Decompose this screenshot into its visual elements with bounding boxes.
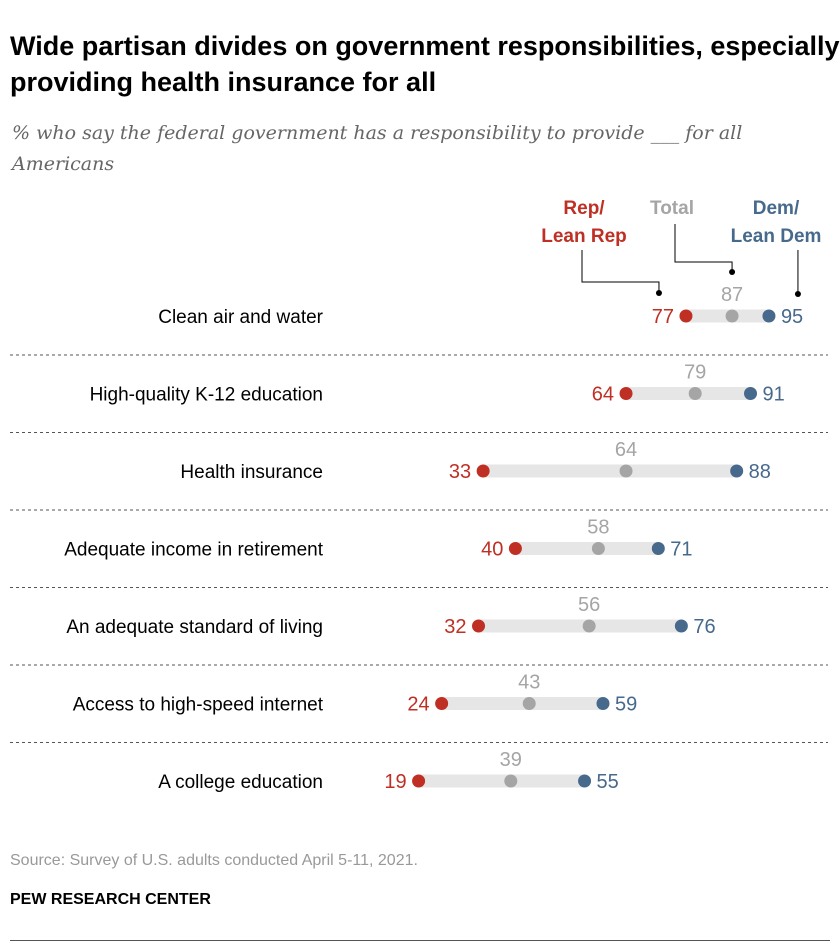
dem-dot xyxy=(674,619,688,633)
legend-rep-leader-dot xyxy=(655,290,662,296)
legend-total: Total xyxy=(650,198,694,219)
legend-rep-leader xyxy=(581,250,660,293)
dem-value-label: 55 xyxy=(597,771,619,793)
total-dot xyxy=(582,619,596,633)
legend-dem-line2: Lean Dem xyxy=(731,226,822,247)
total-value-label: 87 xyxy=(721,284,743,306)
rep-value-label: 77 xyxy=(652,306,674,328)
dem-value-label: 95 xyxy=(781,306,803,328)
total-dot xyxy=(504,774,518,788)
dem-value-label: 91 xyxy=(763,384,785,406)
total-value-label: 56 xyxy=(578,594,600,616)
legend-dem-leader-dot xyxy=(794,291,801,297)
category-label: Clean air and water xyxy=(158,307,323,328)
legend-total-leader-dot xyxy=(729,269,736,275)
bottom-rule xyxy=(10,940,830,941)
total-value-label: 79 xyxy=(684,362,706,384)
category-label: Health insurance xyxy=(180,462,323,483)
dem-value-label: 71 xyxy=(670,539,692,561)
dem-dot xyxy=(744,387,758,400)
rep-dot xyxy=(619,387,633,400)
legend-dem-line1: Dem/ xyxy=(753,198,800,219)
total-dot xyxy=(688,387,702,400)
total-dot xyxy=(522,697,536,710)
dem-value-label: 88 xyxy=(749,461,771,483)
total-dot xyxy=(591,542,605,555)
chart-title: Wide partisan divides on government resp… xyxy=(10,31,840,97)
source-note: Source: Survey of U.S. adults conducted … xyxy=(10,852,418,869)
legend-rep-line2: Lean Rep xyxy=(541,226,627,247)
total-dot xyxy=(619,464,633,478)
rep-value-label: 19 xyxy=(384,771,406,793)
rep-value-label: 32 xyxy=(444,616,466,638)
dem-value-label: 59 xyxy=(615,694,637,716)
category-label: High-quality K-12 education xyxy=(90,385,323,406)
rep-value-label: 33 xyxy=(449,461,471,483)
dem-dot xyxy=(596,697,610,710)
rep-dot xyxy=(476,464,490,478)
dot-chart: Rep/Lean Rep Total Dem/Lean Dem Clean air a… xyxy=(10,198,828,793)
dem-dot xyxy=(578,774,592,788)
dem-dot xyxy=(651,542,665,555)
legend-total-leader xyxy=(674,224,733,272)
dem-dot xyxy=(762,309,776,323)
total-value-label: 39 xyxy=(500,749,522,771)
rep-dot xyxy=(508,542,522,555)
total-value-label: 58 xyxy=(587,517,609,539)
category-label: An adequate standard of living xyxy=(66,617,323,638)
rep-dot xyxy=(679,309,693,323)
rep-value-label: 40 xyxy=(481,539,503,561)
legend-rep-line1: Rep/ xyxy=(563,198,605,219)
rep-dot xyxy=(412,774,426,788)
category-label: Access to high-speed internet xyxy=(73,695,324,716)
total-value-label: 64 xyxy=(615,439,637,461)
rep-dot xyxy=(472,619,486,633)
brand-logo-text: PEW RESEARCH CENTER xyxy=(10,891,211,908)
total-value-label: 43 xyxy=(518,672,540,694)
category-label: A college education xyxy=(158,772,323,793)
rep-value-label: 24 xyxy=(407,694,429,716)
rep-value-label: 64 xyxy=(592,384,614,406)
dem-dot xyxy=(730,464,744,478)
rep-dot xyxy=(435,697,449,710)
dem-value-label: 76 xyxy=(693,616,715,638)
category-label: Adequate income in retirement xyxy=(64,540,323,561)
total-dot xyxy=(725,309,739,323)
chart-subtitle: % who say the federal government has a r… xyxy=(12,122,743,175)
